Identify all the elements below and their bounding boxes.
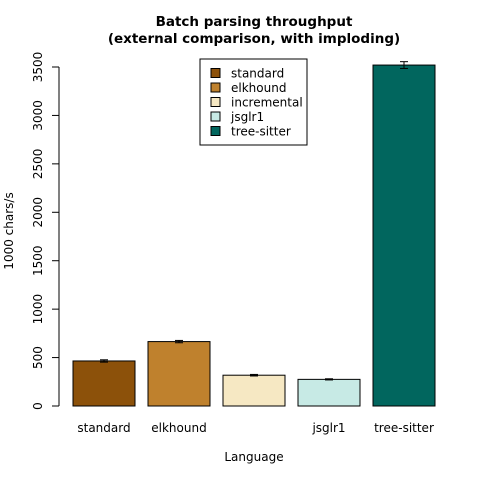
legend-swatch [210,97,221,107]
legend-label: tree-sitter [231,125,291,139]
x-tick-label: elkhound [151,421,206,435]
legend-swatch [210,126,221,136]
bar-jsglr1 [297,378,361,407]
x-tick-label: jsglr1 [311,421,345,435]
bar-tree-sitter [372,64,436,407]
legend-swatch [210,111,221,122]
x-tick-label: standard [77,421,130,435]
chart-title-line-2: (external comparison, with imploding) [108,31,400,47]
y-axis-ticks: 0 500 1000 1500 2000 2500 3000 3500 [31,52,59,410]
bar-incremental [222,374,286,407]
legend-label: elkhound [231,81,286,95]
y-tick-label: 2000 [31,197,45,228]
y-tick-label: 1500 [31,245,45,276]
y-tick-label: 2500 [31,149,45,180]
y-tick-label: 3500 [31,52,45,83]
legend-swatch [210,82,221,93]
y-tick-label: 1000 [31,294,45,325]
y-tick-label: 3000 [31,100,45,131]
chart-title-line-1: Batch parsing throughput [156,14,353,30]
y-tick-label: 500 [31,346,45,369]
legend-label: incremental [231,96,303,110]
y-tick-label: 0 [31,402,45,410]
x-tick-labels: standard elkhound jsglr1 tree-sitter [77,421,434,435]
y-axis-label: 1000 chars/s [2,192,16,269]
legend-label: standard [231,67,284,81]
x-axis-label: Language [224,450,283,464]
legend-label: jsglr1 [230,110,264,124]
legend-swatch [210,68,221,78]
bar-elkhound [147,341,211,407]
bars [72,61,436,407]
bar-standard [72,360,136,407]
x-tick-label: tree-sitter [374,421,434,435]
legend: standardelkhoundincrementaljsglr1tree-si… [199,58,308,146]
